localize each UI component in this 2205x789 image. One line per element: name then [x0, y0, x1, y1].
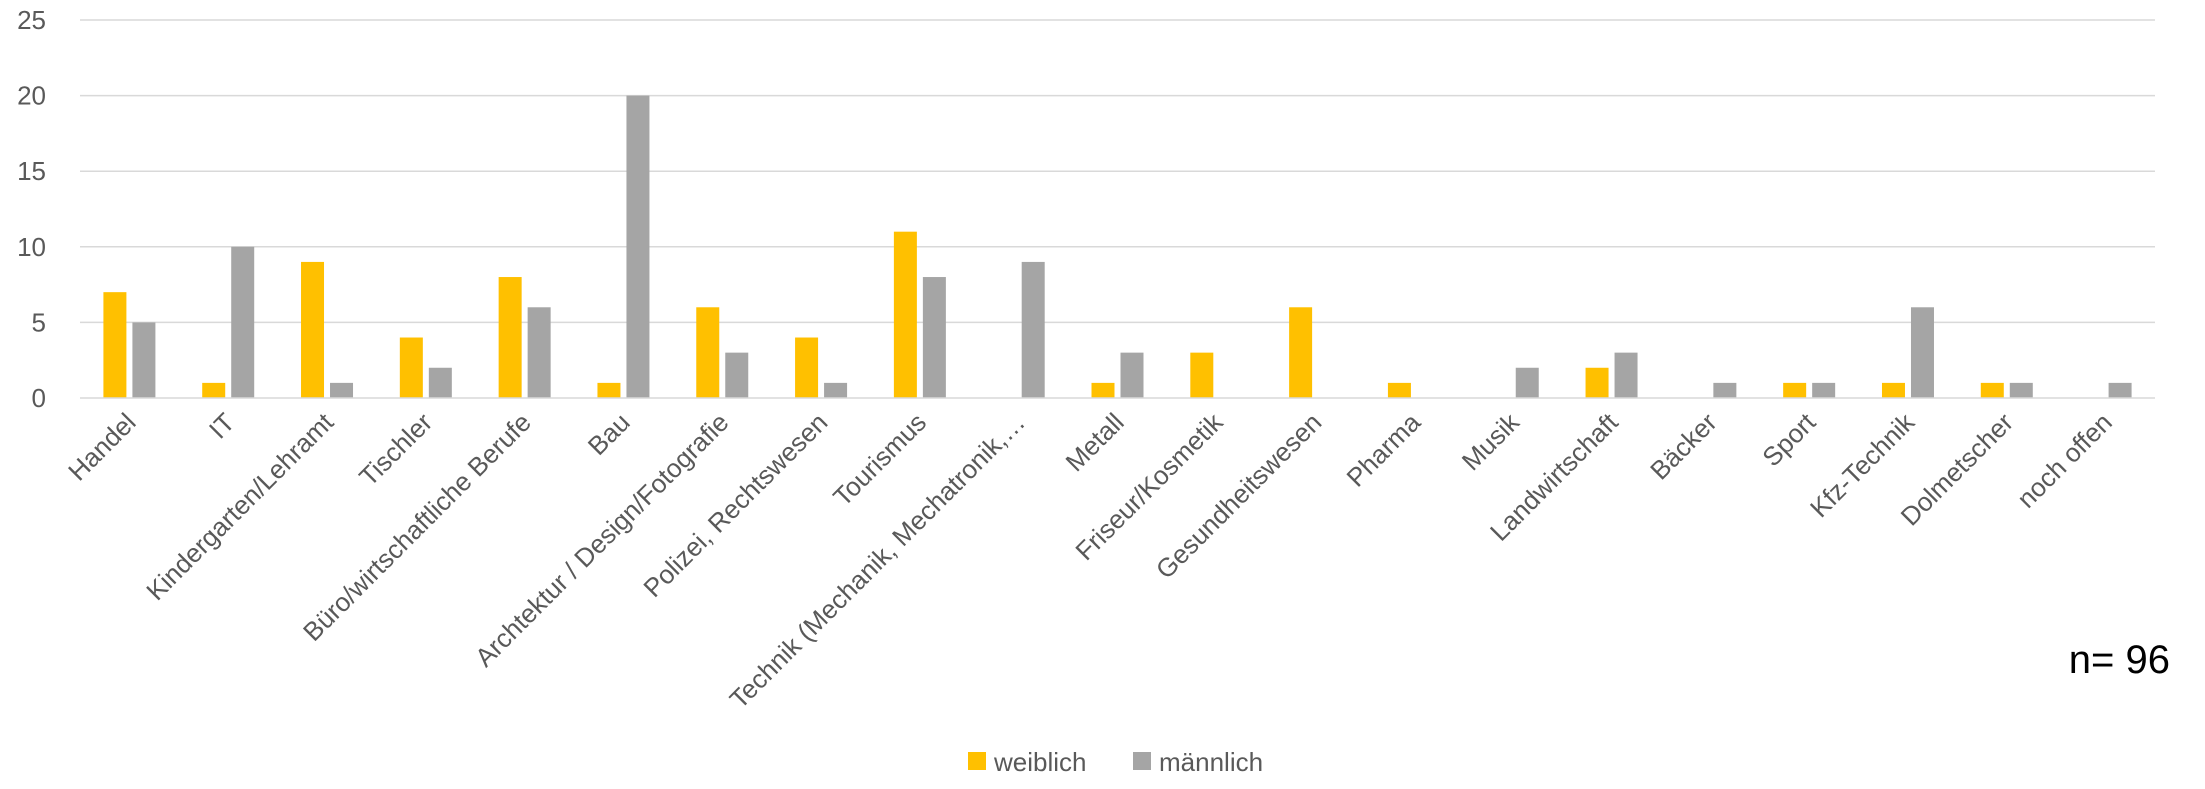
bar-männlich [922, 277, 946, 398]
bar-männlich [1713, 382, 1737, 398]
x-category-label: Polizei, Rechtswesen [637, 407, 833, 603]
x-category-label: Bau [582, 407, 636, 461]
x-category-label: Handel [62, 407, 141, 486]
bar-weiblich [301, 261, 325, 398]
x-category-label: IT [203, 407, 241, 445]
bar-weiblich [597, 382, 621, 398]
x-category-label: Kindergarten/Lehramt [140, 406, 340, 606]
bar-weiblich [795, 337, 819, 398]
y-tick-label: 0 [32, 383, 46, 413]
bar-weiblich [1091, 382, 1115, 398]
bar-weiblich [1190, 352, 1214, 398]
bars [103, 95, 2132, 398]
bar-männlich [1910, 307, 1934, 398]
y-tick-label: 5 [32, 307, 46, 337]
bar-männlich [330, 382, 354, 398]
x-category-label: Bäcker [1644, 407, 1723, 486]
bar-männlich [1812, 382, 1836, 398]
sample-size-annotation: n= 96 [2069, 638, 2170, 682]
legend-label: weiblich [993, 747, 1087, 777]
x-category-label: Gesundheitswesen [1150, 407, 1328, 585]
bar-männlich [1614, 352, 1638, 398]
bar-weiblich [1980, 382, 2004, 398]
bar-weiblich [1881, 382, 1905, 398]
bar-männlich [2108, 382, 2132, 398]
y-tick-label: 10 [17, 232, 46, 262]
bar-weiblich [103, 292, 127, 398]
x-category-label: Pharma [1341, 407, 1427, 493]
bar-männlich [824, 382, 848, 398]
bar-männlich [231, 246, 255, 398]
bar-weiblich [399, 337, 423, 398]
legend-swatch-männlich [1133, 752, 1151, 770]
y-axis-tick-labels: 0 5 10 15 20 25 [17, 5, 46, 413]
legend-swatch-weiblich [968, 752, 986, 770]
bar-weiblich [1289, 307, 1313, 398]
x-category-label: Musik [1456, 406, 1526, 476]
bar-weiblich [1387, 382, 1411, 398]
bar-weiblich [696, 307, 720, 398]
bar-weiblich [893, 231, 917, 398]
bar-männlich [1021, 261, 1045, 398]
bar-männlich [132, 322, 156, 398]
x-category-label: Metall [1059, 407, 1129, 477]
legend-label: männlich [1159, 747, 1263, 777]
bar-weiblich [1783, 382, 1807, 398]
x-category-label: Sport [1756, 406, 1822, 472]
bar-männlich [1120, 352, 1144, 398]
bar-männlich [1515, 367, 1539, 398]
bar-männlich [527, 307, 551, 398]
bar-männlich [428, 367, 452, 398]
bar-weiblich [202, 382, 226, 398]
x-category-label: Tischler [353, 407, 438, 492]
y-tick-label: 15 [17, 156, 46, 186]
bar-weiblich [498, 277, 522, 398]
bar-männlich [2009, 382, 2033, 398]
legend: weiblich männlich [968, 747, 1263, 777]
bar-weiblich [1585, 367, 1609, 398]
bar-männlich [725, 352, 749, 398]
gridlines [80, 19, 2155, 324]
y-tick-label: 25 [17, 5, 46, 35]
x-category-label: Tourismus [827, 407, 932, 512]
y-tick-label: 20 [17, 81, 46, 111]
x-category-label: noch offen [2011, 407, 2118, 514]
bar-männlich [626, 95, 650, 398]
